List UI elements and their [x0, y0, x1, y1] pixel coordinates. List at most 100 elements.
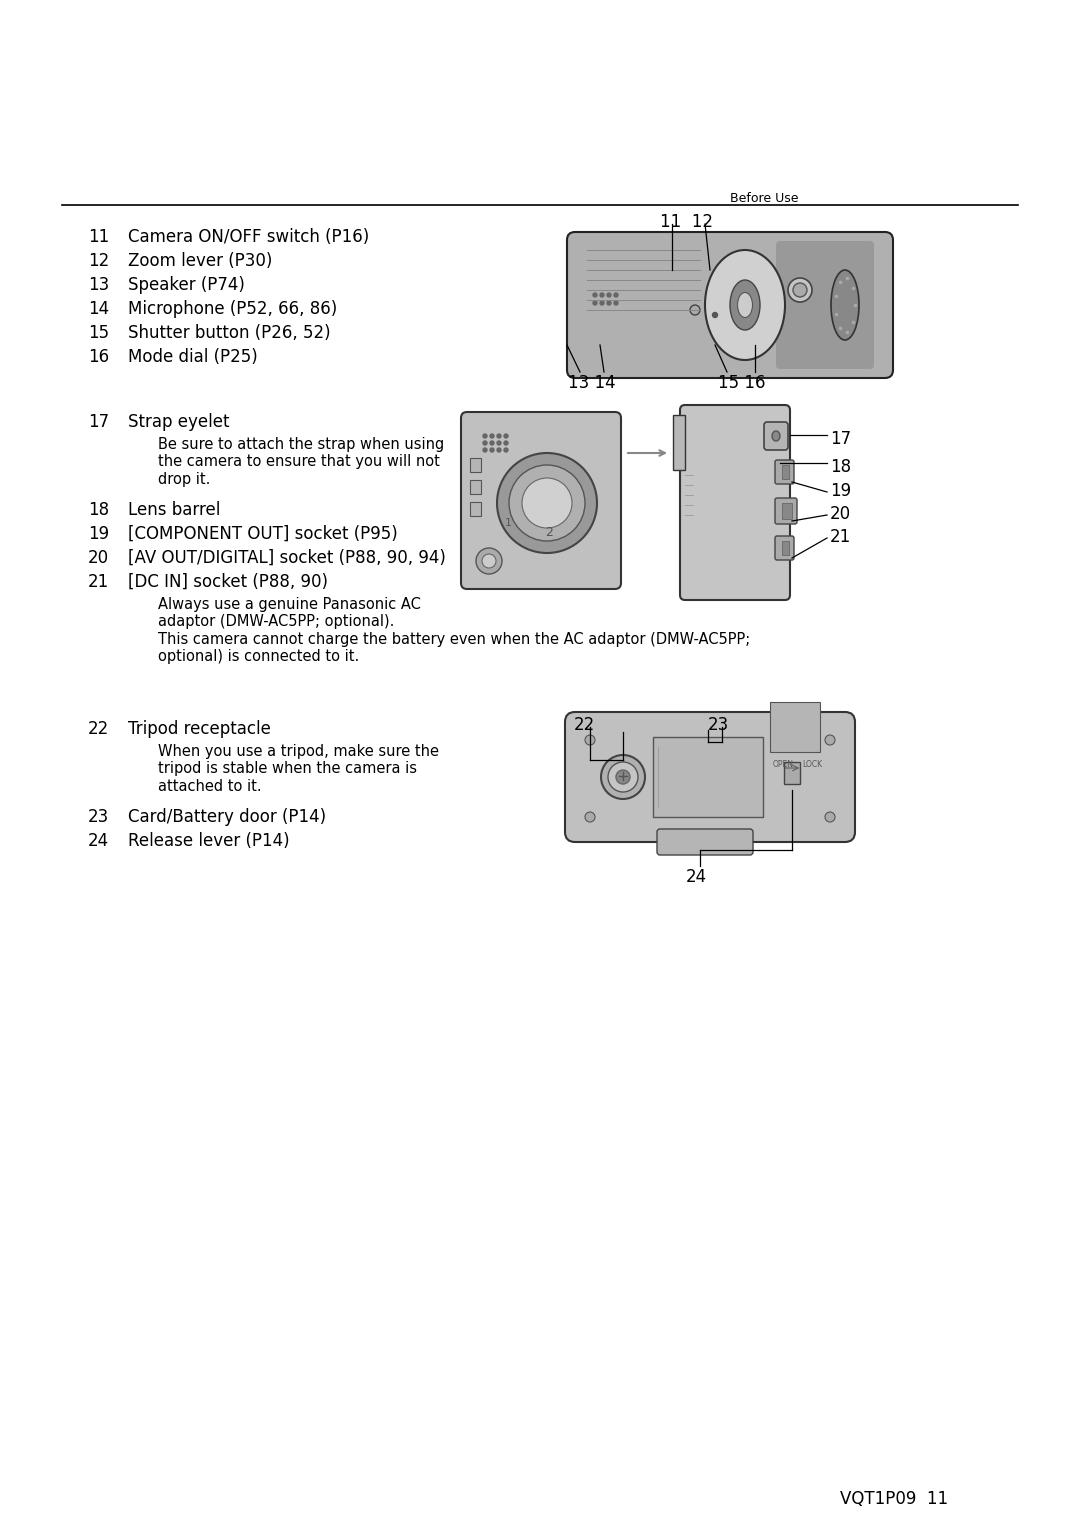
Ellipse shape	[705, 250, 785, 360]
Text: 16: 16	[87, 348, 109, 366]
Circle shape	[483, 433, 487, 438]
Text: 23: 23	[708, 716, 729, 734]
Circle shape	[504, 433, 508, 438]
FancyBboxPatch shape	[567, 232, 893, 378]
Circle shape	[600, 293, 604, 298]
FancyBboxPatch shape	[657, 829, 753, 855]
Bar	[784, 761, 800, 784]
Text: Zoom lever (P30): Zoom lever (P30)	[129, 252, 272, 270]
FancyBboxPatch shape	[777, 241, 874, 369]
FancyBboxPatch shape	[461, 412, 621, 589]
Text: When you use a tripod, make sure the
tripod is stable when the camera is
attache: When you use a tripod, make sure the tri…	[158, 745, 438, 794]
Text: 20: 20	[831, 505, 851, 523]
Circle shape	[713, 313, 717, 317]
Circle shape	[504, 449, 508, 452]
Bar	[470, 458, 481, 472]
Circle shape	[600, 755, 645, 800]
Bar	[673, 415, 685, 470]
Circle shape	[793, 282, 807, 298]
Circle shape	[608, 761, 638, 792]
Bar	[770, 702, 820, 752]
Bar	[782, 465, 789, 479]
Bar	[782, 504, 792, 519]
Circle shape	[593, 293, 597, 298]
Circle shape	[483, 441, 487, 446]
Circle shape	[497, 433, 501, 438]
Text: Lens barrel: Lens barrel	[129, 501, 220, 519]
Circle shape	[585, 812, 595, 823]
Text: 21: 21	[87, 572, 109, 591]
Text: 19: 19	[831, 482, 851, 501]
Text: 22: 22	[87, 720, 109, 739]
Text: 19: 19	[87, 525, 109, 543]
Text: OPEN: OPEN	[773, 760, 794, 769]
Text: 24: 24	[686, 868, 707, 887]
Circle shape	[615, 301, 618, 305]
Ellipse shape	[730, 279, 760, 330]
FancyBboxPatch shape	[680, 404, 789, 600]
Text: 13 14: 13 14	[568, 374, 616, 392]
Text: 11: 11	[87, 227, 109, 246]
Text: Speaker (P74): Speaker (P74)	[129, 276, 245, 295]
Text: 12: 12	[87, 252, 109, 270]
Circle shape	[600, 301, 604, 305]
Text: Tripod receptacle: Tripod receptacle	[129, 720, 271, 739]
Bar	[782, 542, 789, 555]
Circle shape	[593, 301, 597, 305]
Circle shape	[504, 441, 508, 446]
Circle shape	[483, 449, 487, 452]
Bar	[470, 502, 481, 516]
Circle shape	[825, 812, 835, 823]
Text: 11  12: 11 12	[660, 214, 713, 230]
Circle shape	[615, 293, 618, 298]
Text: 23: 23	[87, 807, 109, 826]
Ellipse shape	[831, 270, 859, 340]
Text: 24: 24	[87, 832, 109, 850]
FancyBboxPatch shape	[775, 497, 797, 523]
Text: 17: 17	[831, 430, 851, 449]
Circle shape	[490, 433, 494, 438]
FancyBboxPatch shape	[764, 423, 788, 450]
Text: 15 16: 15 16	[718, 374, 766, 392]
FancyBboxPatch shape	[775, 536, 794, 560]
Circle shape	[522, 478, 572, 528]
Text: 15: 15	[87, 324, 109, 342]
Text: 13: 13	[87, 276, 109, 295]
Text: Strap eyelet: Strap eyelet	[129, 414, 229, 430]
Text: Shutter button (P26, 52): Shutter button (P26, 52)	[129, 324, 330, 342]
Text: 22: 22	[573, 716, 595, 734]
Text: 1: 1	[505, 517, 512, 528]
Text: [DC IN] socket (P88, 90): [DC IN] socket (P88, 90)	[129, 572, 328, 591]
Text: 2: 2	[545, 526, 553, 539]
FancyBboxPatch shape	[565, 713, 855, 842]
Text: [AV OUT/DIGITAL] socket (P88, 90, 94): [AV OUT/DIGITAL] socket (P88, 90, 94)	[129, 549, 446, 568]
Circle shape	[825, 736, 835, 745]
Text: Before Use: Before Use	[730, 192, 798, 204]
Circle shape	[509, 465, 585, 542]
Text: 18: 18	[831, 458, 851, 476]
Text: VQT1P09  11: VQT1P09 11	[840, 1489, 948, 1508]
Circle shape	[490, 449, 494, 452]
Text: 21: 21	[831, 528, 851, 546]
Circle shape	[497, 453, 597, 552]
Circle shape	[690, 305, 700, 314]
FancyBboxPatch shape	[775, 459, 794, 484]
Circle shape	[490, 441, 494, 446]
Circle shape	[607, 293, 611, 298]
Text: [COMPONENT OUT] socket (P95): [COMPONENT OUT] socket (P95)	[129, 525, 397, 543]
Circle shape	[616, 771, 630, 784]
Bar	[470, 481, 481, 494]
Text: 18: 18	[87, 501, 109, 519]
Text: Release lever (P14): Release lever (P14)	[129, 832, 289, 850]
Text: LOCK: LOCK	[802, 760, 822, 769]
Bar	[653, 737, 762, 816]
Text: 17: 17	[87, 414, 109, 430]
Text: Always use a genuine Panasonic AC
adaptor (DMW-AC5PP; optional).
This camera can: Always use a genuine Panasonic AC adapto…	[158, 597, 751, 664]
Circle shape	[497, 449, 501, 452]
Circle shape	[585, 736, 595, 745]
Circle shape	[476, 548, 502, 574]
Ellipse shape	[772, 430, 780, 441]
Text: Be sure to attach the strap when using
the camera to ensure that you will not
dr: Be sure to attach the strap when using t…	[158, 436, 444, 487]
Circle shape	[788, 278, 812, 302]
Text: 20: 20	[87, 549, 109, 568]
